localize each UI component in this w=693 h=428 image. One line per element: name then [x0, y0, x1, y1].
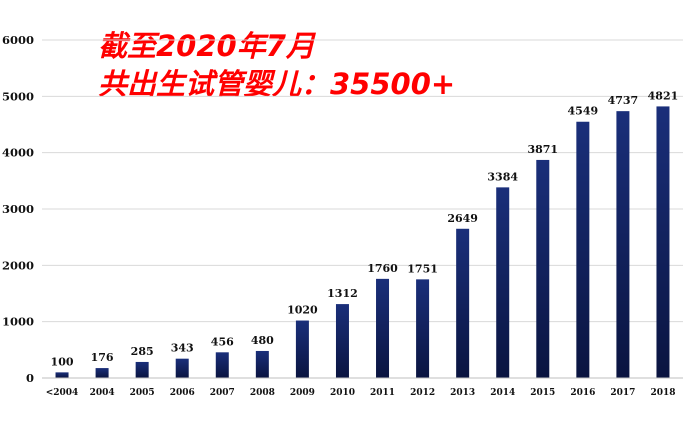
data-label: 176 — [91, 351, 114, 364]
bar — [55, 372, 69, 378]
x-tick-label: 2004 — [90, 388, 115, 398]
data-label: 480 — [251, 334, 274, 347]
data-label: 4821 — [648, 89, 679, 102]
x-tick-label: 2009 — [290, 388, 315, 398]
bar — [95, 368, 109, 378]
bar — [215, 352, 229, 378]
data-labels: 100 176 285 343 456 480 1020 1312 1760 1751 2649 33… — [51, 89, 679, 368]
x-tick-label: 2011 — [370, 388, 395, 398]
x-tick-label: <2004 — [46, 388, 79, 398]
x-tick-label: 2017 — [610, 388, 635, 398]
data-label: 285 — [131, 345, 154, 358]
bar — [456, 228, 470, 378]
x-tick-label: 2018 — [650, 388, 675, 398]
data-label: 4737 — [608, 94, 639, 107]
bar — [376, 278, 390, 378]
data-label: 100 — [51, 355, 74, 368]
bar — [576, 121, 590, 378]
data-label: 1760 — [367, 262, 398, 275]
bar — [175, 358, 189, 378]
y-tick-label: 3000 — [2, 202, 34, 216]
y-tick-label: 5000 — [2, 89, 34, 103]
bar — [536, 159, 550, 378]
data-label: 1020 — [287, 304, 318, 317]
y-tick-label: 4000 — [2, 146, 34, 160]
data-label: 3871 — [527, 143, 558, 156]
gridlines — [42, 39, 683, 323]
bars — [55, 106, 670, 379]
x-tick-label: 2013 — [450, 388, 475, 398]
data-label: 1312 — [327, 287, 358, 300]
bar — [335, 304, 349, 378]
bar — [496, 187, 510, 378]
data-label: 4549 — [568, 105, 599, 118]
data-label: 456 — [211, 335, 234, 348]
x-axis-tick-labels: <2004 2004 2005 2006 2007 2008 2009 2010 2011 201… — [46, 388, 676, 398]
x-tick-label: 2014 — [490, 388, 515, 398]
x-tick-label: 2008 — [250, 388, 275, 398]
bar — [135, 361, 149, 378]
x-tick-label: 2007 — [210, 388, 235, 398]
y-tick-label: 0 — [26, 371, 34, 385]
bar — [295, 320, 309, 378]
data-label: 3384 — [487, 170, 518, 183]
y-tick-label: 6000 — [2, 33, 34, 47]
x-tick-label: 2010 — [330, 388, 355, 398]
bar — [416, 279, 430, 378]
x-tick-label: 2015 — [530, 388, 555, 398]
x-tick-label: 2005 — [130, 388, 155, 398]
y-tick-label: 2000 — [2, 258, 34, 272]
bar — [255, 350, 269, 378]
x-tick-label: 2012 — [410, 388, 435, 398]
annotation-total: 共出生试管婴儿：35500+ — [98, 67, 456, 101]
x-tick-label: 2006 — [170, 388, 195, 398]
x-tick-label: 2016 — [570, 388, 595, 398]
bar — [616, 111, 630, 379]
annotation-date: 截至2020年7月 — [98, 29, 315, 63]
data-label: 343 — [171, 342, 194, 355]
data-label: 1751 — [407, 262, 438, 275]
bar — [656, 106, 670, 379]
y-axis-tick-labels: 0 1000 2000 3000 4000 5000 6000 — [2, 33, 34, 385]
data-label: 2649 — [447, 212, 478, 225]
y-tick-label: 1000 — [2, 315, 34, 329]
